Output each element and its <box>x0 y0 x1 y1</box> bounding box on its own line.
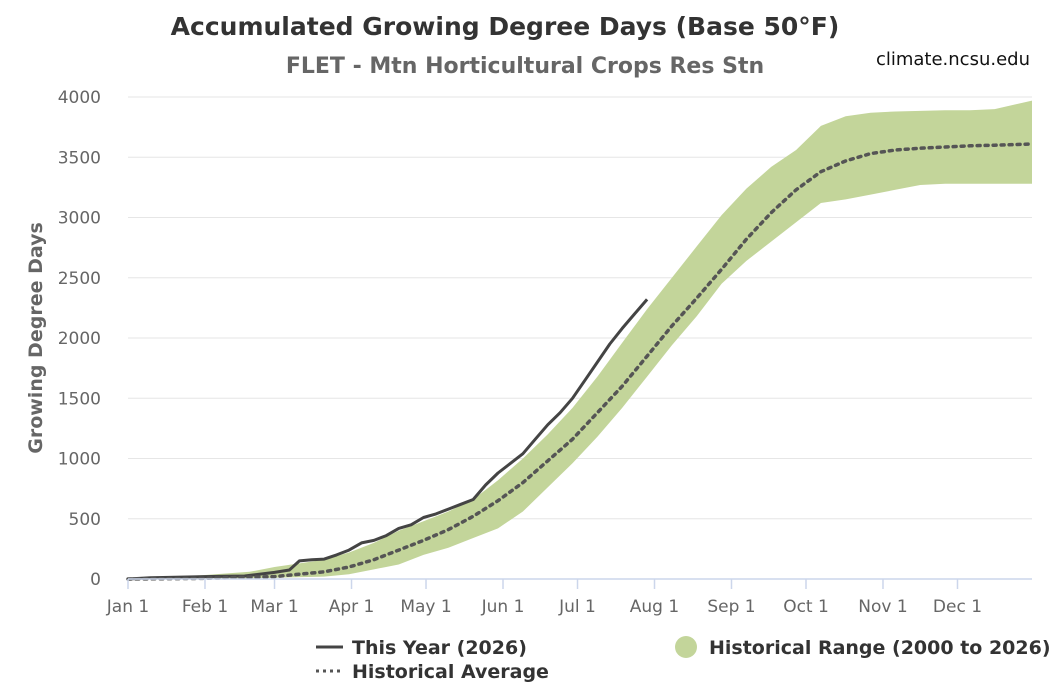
y-tick-label: 2500 <box>58 269 101 289</box>
chart-subtitle: FLET - Mtn Horticultural Crops Res Stn <box>285 54 765 79</box>
y-axis-label: Growing Degree Days <box>25 222 47 454</box>
y-tick-label: 0 <box>90 570 101 590</box>
x-tick-label: Nov 1 <box>858 597 907 617</box>
legend-this-year-label[interactable]: This Year (2026) <box>352 637 527 659</box>
x-tick-label: Jun 1 <box>481 597 525 617</box>
x-tick-label: Dec 1 <box>933 597 982 617</box>
x-tick-label: Oct 1 <box>783 597 829 617</box>
y-tick-label: 3500 <box>58 148 101 168</box>
historical-average-line <box>126 142 1034 581</box>
legend: This Year (2026) Historical Average Hist… <box>316 636 1050 683</box>
legend-average-label[interactable]: Historical Average <box>352 661 549 683</box>
credit-text: climate.ncsu.edu <box>875 49 1030 70</box>
grid-layer <box>128 96 1032 520</box>
x-tick-label: Jan 1 <box>106 597 149 617</box>
line-layer <box>126 142 1034 581</box>
range-layer <box>128 100 1032 579</box>
axis-layer: 0 500 1000 1500 2000 2500 3000 3500 4000 Jan 1 Feb… <box>58 88 1032 617</box>
historical-range-area <box>128 100 1032 579</box>
y-tick-label: 1500 <box>58 389 101 409</box>
x-tick-label: Apr 1 <box>329 597 375 617</box>
y-tick-label: 2000 <box>58 329 101 349</box>
x-tick-label: Mar 1 <box>250 597 298 617</box>
y-tick-label: 3000 <box>58 209 101 229</box>
x-tick-label: May 1 <box>400 597 451 617</box>
chart-title: Accumulated Growing Degree Days (Base 50… <box>170 12 840 41</box>
x-tick-label: Feb 1 <box>182 597 228 617</box>
this-year-line <box>127 298 649 581</box>
legend-range-swatch[interactable] <box>675 636 697 658</box>
legend-range-label[interactable]: Historical Range (2000 to 2026) <box>709 637 1050 659</box>
x-tick-label: Aug 1 <box>630 597 679 617</box>
x-tick-label: Jul 1 <box>558 597 596 617</box>
y-tick-label: 4000 <box>58 88 101 108</box>
y-tick-label: 500 <box>69 510 101 530</box>
y-tick-label: 1000 <box>58 450 101 470</box>
x-tick-label: Sep 1 <box>707 597 755 617</box>
